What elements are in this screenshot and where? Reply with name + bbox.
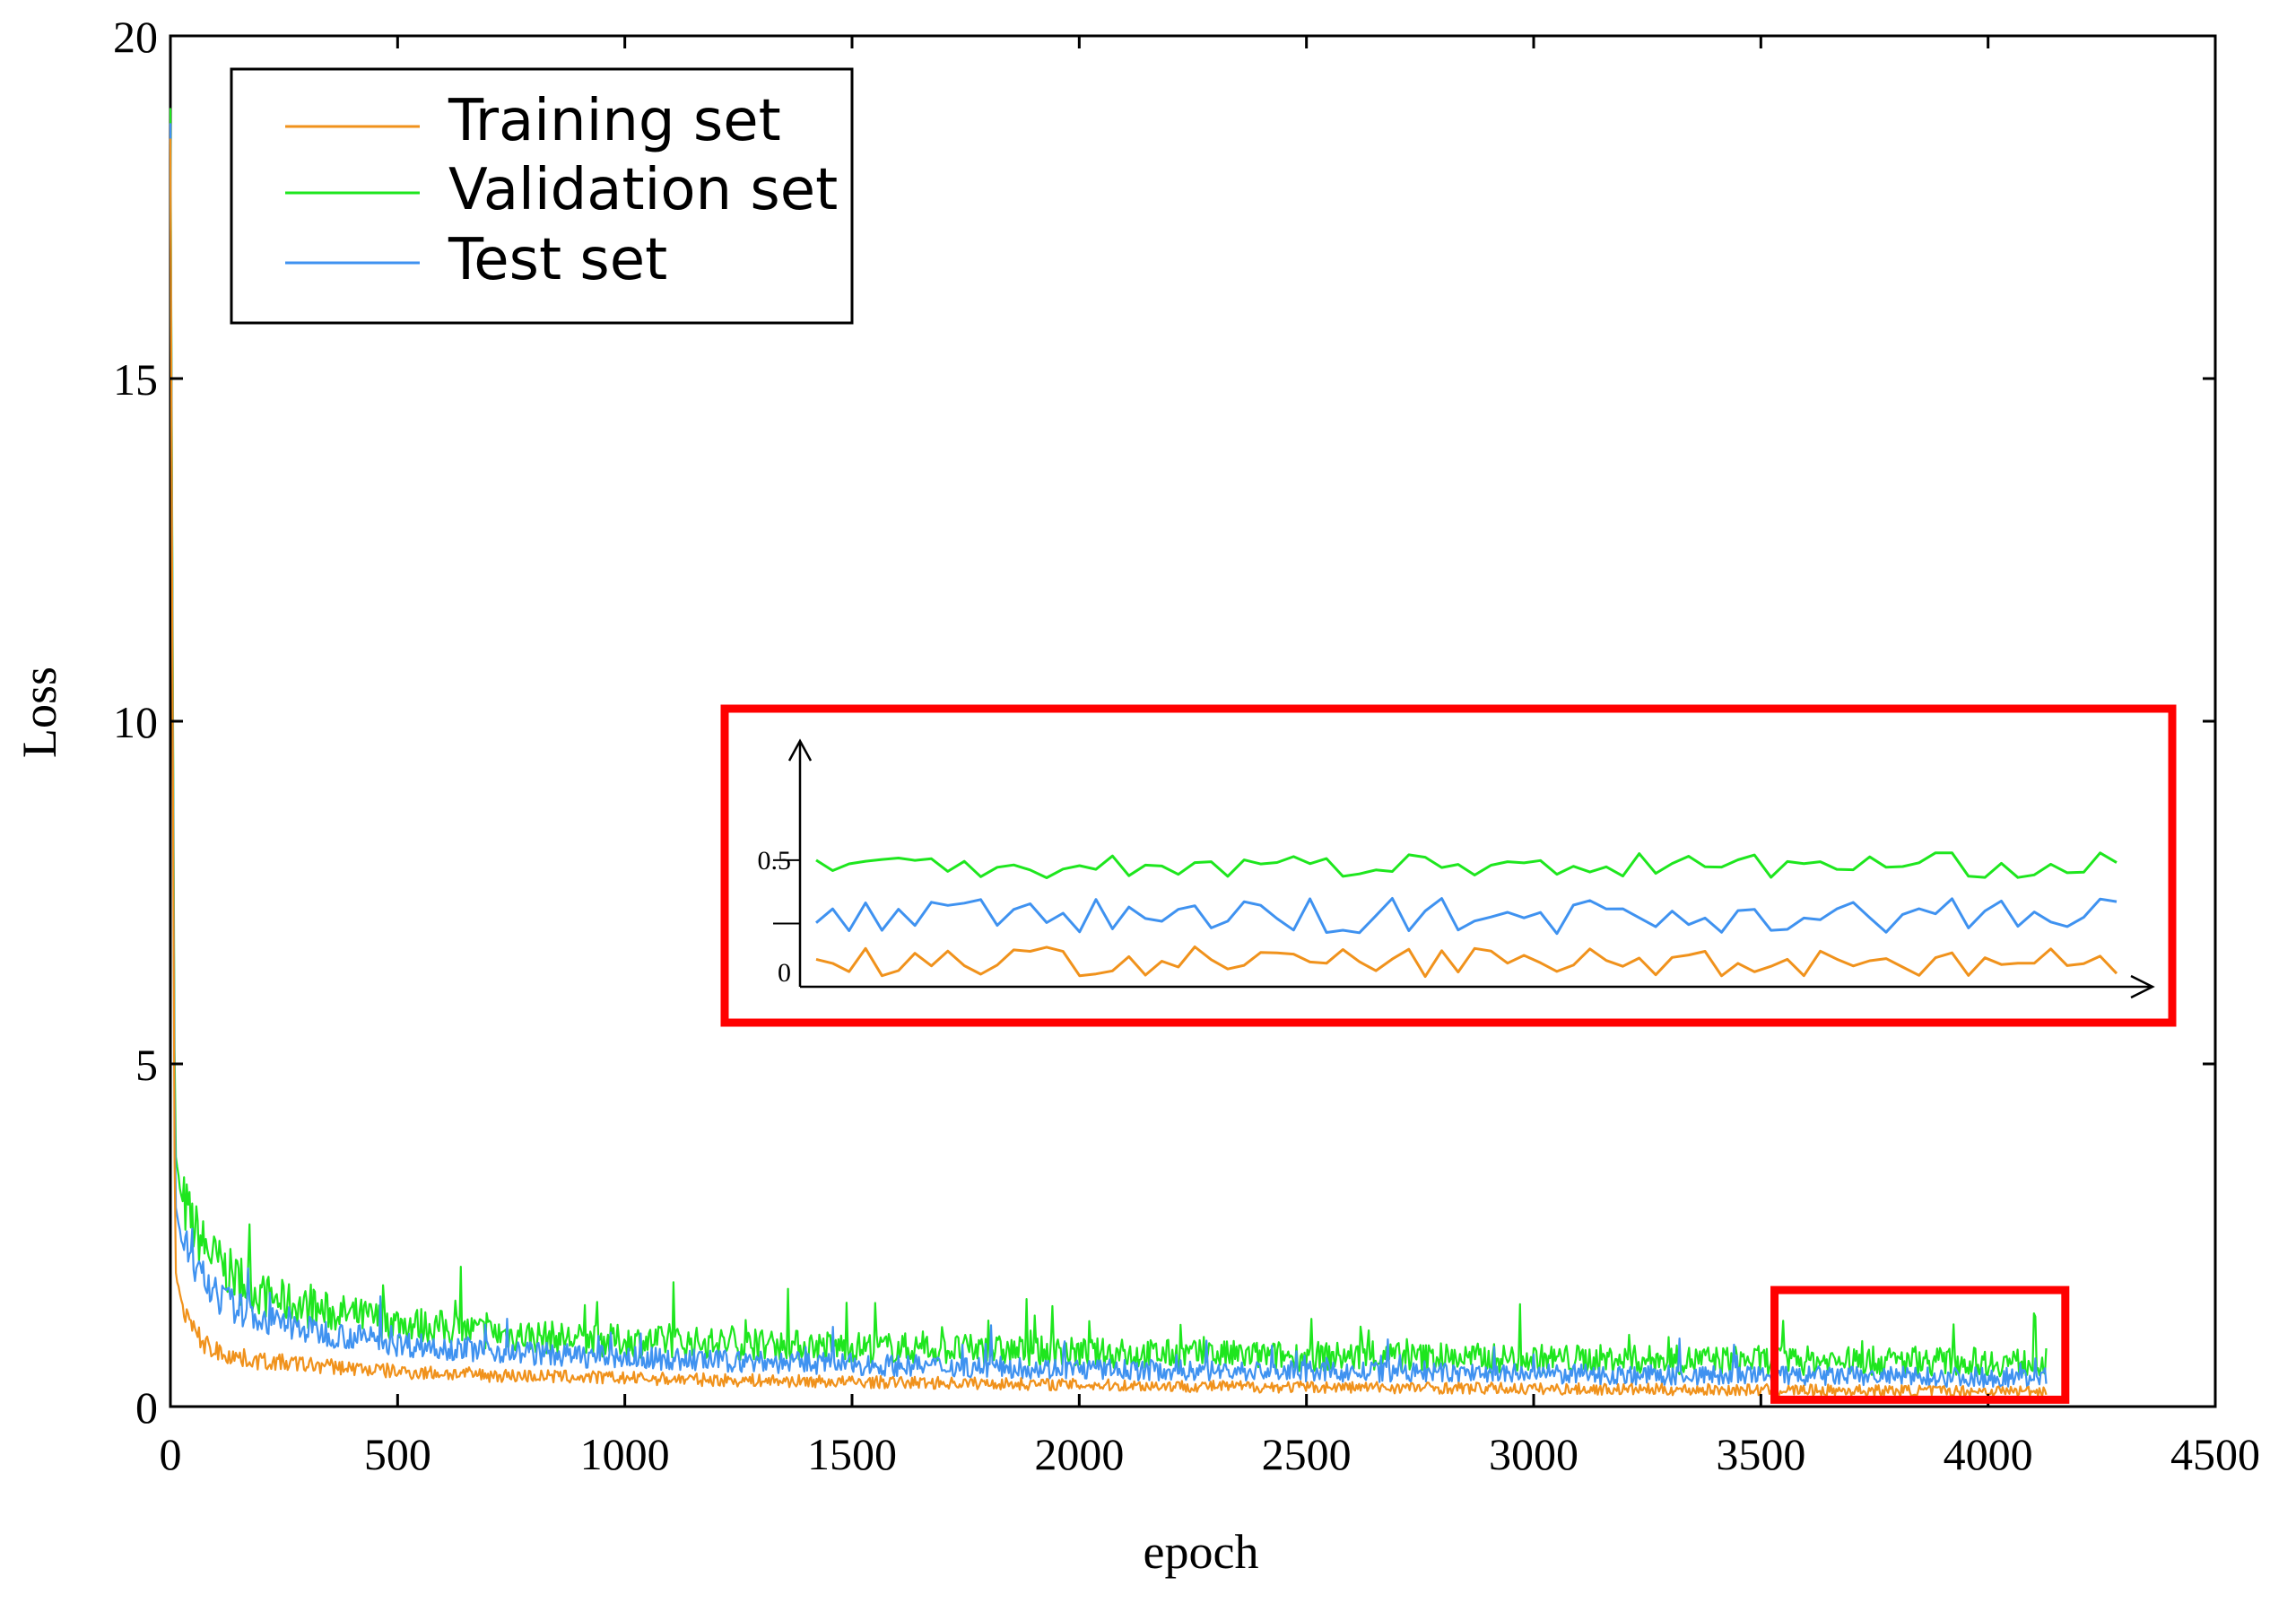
series-lines: [169, 108, 2048, 1398]
x-axis-title: epoch: [1144, 1525, 1259, 1579]
highlight-box: [1770, 1285, 2070, 1404]
inset-x-arrow: [2130, 974, 2155, 999]
x-tick-label: 500: [364, 1429, 431, 1479]
zoom-inset: 00.5: [720, 704, 2177, 1027]
legend-label-test: Test set: [448, 227, 667, 293]
legend-label-validation: Validation set: [448, 157, 838, 223]
x-tick-label: 3500: [1716, 1429, 1805, 1479]
y-tick-label: 10: [113, 697, 158, 747]
inset-line-training-set: [815, 945, 2118, 979]
x-tick-label: 4000: [1944, 1429, 2033, 1479]
legend-label-training: Training set: [448, 88, 781, 154]
series-line-test-set: [169, 123, 2048, 1389]
inset-y-arrow: [787, 738, 813, 762]
x-tick-label: 2500: [1262, 1429, 1352, 1479]
x-tick-label: 0: [160, 1429, 182, 1479]
y-tick-label: 15: [113, 354, 158, 405]
x-tick-label: 1000: [580, 1429, 670, 1479]
x-tick-label: 3000: [1489, 1429, 1578, 1479]
inset-y-tick-label: 0.5: [758, 846, 792, 876]
x-tick-label: 1500: [807, 1429, 897, 1479]
highlight-rect: [1770, 1285, 2070, 1404]
y-tick-label: 0: [135, 1382, 158, 1433]
x-tick-label: 4500: [2170, 1429, 2260, 1479]
x-tick-label: 2000: [1034, 1429, 1124, 1479]
axes: 0 500 1000 1500 2000 2500 3000 3500 4000 4500 0 5 10…: [113, 12, 2260, 1479]
inset-line-test-set: [815, 897, 2118, 936]
inset-y-tick-label: 0: [778, 958, 791, 988]
series-line-training-set: [169, 138, 2048, 1398]
inset-line-validation-set: [815, 851, 2118, 879]
legend: Training set Validation set Test set: [230, 67, 854, 325]
y-axis-title: Loss: [13, 667, 66, 758]
legend-box: [230, 67, 854, 325]
y-tick-label: 5: [135, 1040, 158, 1090]
y-tick-label: 20: [113, 12, 158, 62]
